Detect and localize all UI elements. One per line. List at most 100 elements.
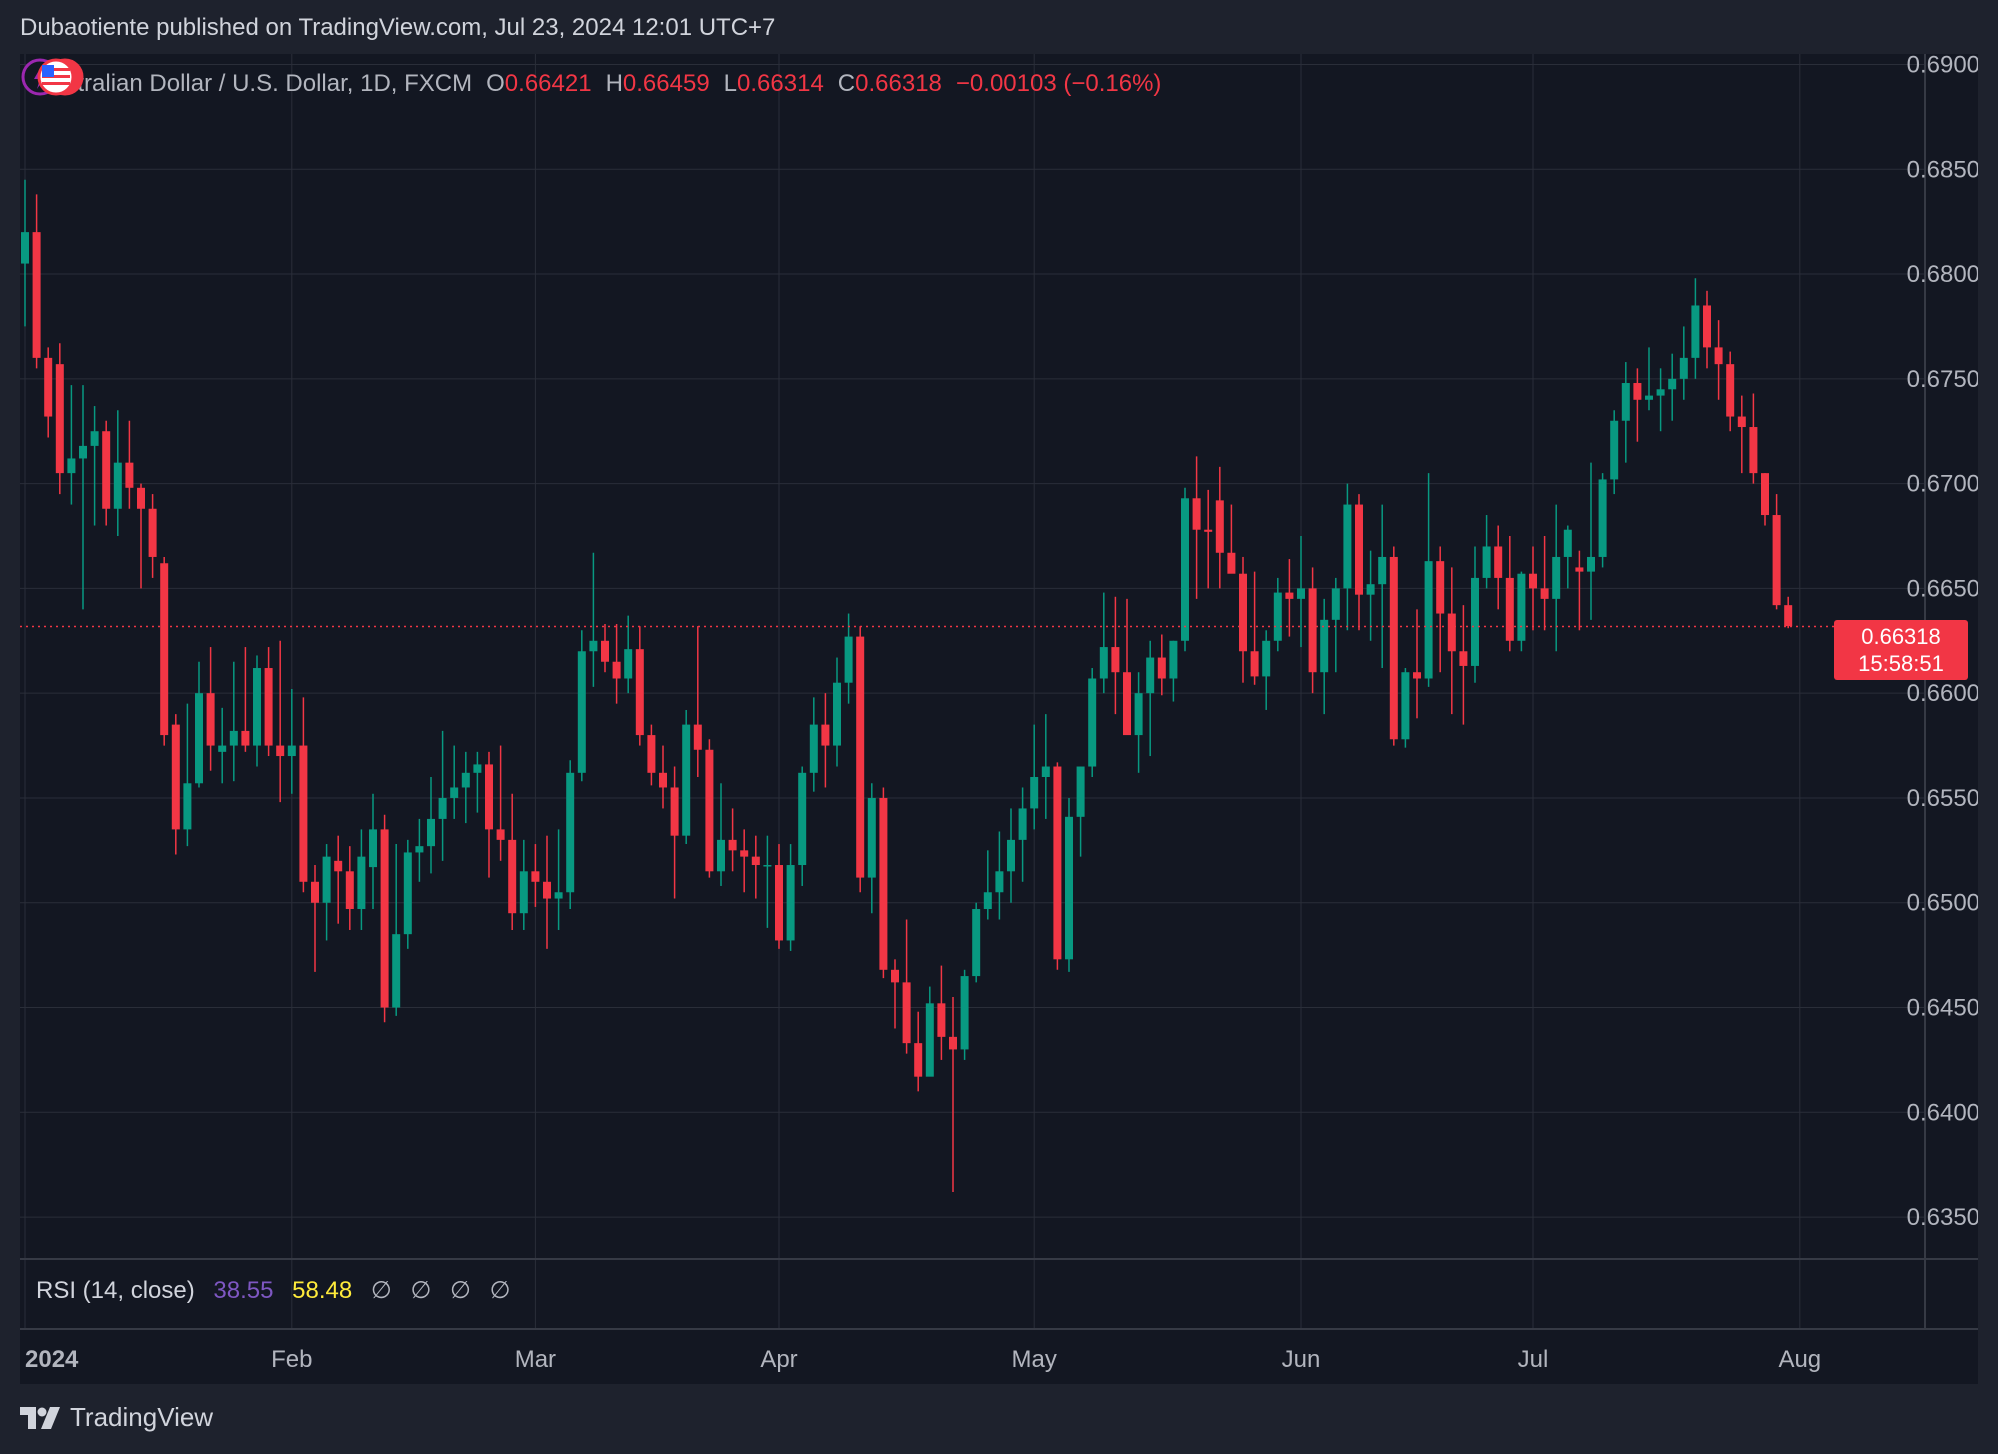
last-price-label: 0.66318 15:58:51: [1834, 620, 1968, 680]
candle-body: [427, 818, 435, 847]
candle-body: [148, 508, 157, 557]
candle-body: [937, 1003, 946, 1037]
candle-body: [1494, 546, 1503, 578]
candle-body: [1761, 473, 1769, 516]
candle-body: [1215, 500, 1224, 553]
candle-body: [659, 772, 667, 788]
rsi-legend[interactable]: RSI (14, close) 38.55 58.48 ∅ ∅ ∅ ∅: [36, 1276, 511, 1305]
candle-body: [1552, 556, 1561, 599]
candle-body: [1726, 364, 1735, 417]
candle-body: [1784, 605, 1793, 627]
candle-body: [137, 487, 145, 509]
candle-body: [1169, 640, 1178, 679]
price-tick-label: 0.63500: [1907, 1204, 1978, 1231]
candle-body: [891, 969, 899, 983]
candle-body: [1737, 416, 1746, 428]
candle-body: [322, 856, 331, 903]
candle-body: [55, 364, 64, 474]
candle-body: [589, 640, 598, 652]
candle-body: [693, 724, 702, 750]
candle-body: [1285, 592, 1294, 599]
candle-body: [1505, 577, 1514, 641]
candle-body: [728, 839, 737, 851]
candle-body: [438, 797, 447, 819]
candle-body: [1575, 567, 1584, 572]
last-price: 0.66318: [1861, 624, 1941, 649]
candle-body: [44, 357, 53, 417]
candle-body: [1517, 573, 1526, 641]
candle-body: [67, 458, 76, 474]
candle-body: [1239, 573, 1247, 652]
candle-body: [1447, 613, 1456, 652]
candle-body: [566, 772, 575, 893]
candle-body: [496, 829, 505, 840]
candle-body: [856, 636, 865, 878]
tradingview-logo[interactable]: TradingView: [20, 1402, 213, 1433]
candle-body: [635, 649, 644, 736]
candle-body: [960, 976, 969, 1050]
candle-body: [844, 636, 853, 683]
candle-body: [206, 693, 215, 746]
candle-body: [1076, 766, 1085, 817]
candle-body: [461, 772, 470, 788]
candle-body: [253, 668, 261, 746]
close-key: C: [837, 70, 856, 97]
candle-body: [1436, 561, 1445, 614]
candle-body: [949, 1036, 957, 1050]
candle-body: [1482, 546, 1491, 578]
candle-body: [983, 892, 992, 910]
candle-body: [601, 640, 609, 662]
brand-name: TradingView: [70, 1402, 214, 1432]
candle-body: [1621, 383, 1630, 421]
candle-body: [821, 724, 830, 746]
publish-header: Dubaotiente published on TradingView.com…: [20, 14, 776, 41]
candle-body: [241, 730, 250, 746]
candle-body: [751, 856, 760, 866]
candle-body: [786, 865, 795, 941]
high-value: 0.66459: [622, 70, 710, 97]
candle-body: [1355, 504, 1363, 595]
ohlc-legend: Australian Dollar / U.S. Dollar, 1D, FXC…: [36, 70, 1161, 98]
candle-body: [1714, 347, 1723, 365]
candle-body: [415, 846, 424, 853]
rsi-na-1: ∅: [370, 1277, 392, 1304]
candle-body: [1308, 588, 1317, 673]
candle-body: [902, 982, 911, 1044]
candle-body: [1645, 395, 1653, 400]
candle-body: [914, 1043, 923, 1077]
low-value: 0.66314: [737, 70, 824, 97]
candle-body: [1250, 651, 1259, 677]
candle-body: [1192, 498, 1201, 530]
candle-body: [21, 232, 29, 264]
candle-body: [1297, 588, 1305, 599]
candle-body: [403, 852, 412, 935]
candle-body: [554, 892, 563, 899]
candle-body: [183, 783, 192, 830]
candle-body: [1679, 357, 1688, 379]
candle-body: [1134, 693, 1143, 736]
candle-body: [809, 724, 818, 773]
candle-body: [1181, 498, 1189, 641]
candle-body: [113, 462, 122, 509]
candle-body: [195, 693, 203, 784]
candle-body: [287, 745, 296, 757]
candle-body: [1018, 808, 1027, 840]
candle-body: [763, 865, 772, 867]
candle-body: [1401, 672, 1410, 740]
candle-body: [740, 850, 749, 857]
economic-events-icons[interactable]: [20, 54, 120, 100]
candle-body: [647, 735, 656, 773]
candle-body: [577, 651, 586, 773]
time-tick-label: Mar: [515, 1346, 556, 1373]
time-tick-label: May: [1012, 1346, 1057, 1373]
candle-body: [1668, 378, 1677, 390]
candle-body: [1157, 657, 1166, 679]
candle-body: [995, 871, 1004, 893]
candle-body: [32, 232, 41, 358]
